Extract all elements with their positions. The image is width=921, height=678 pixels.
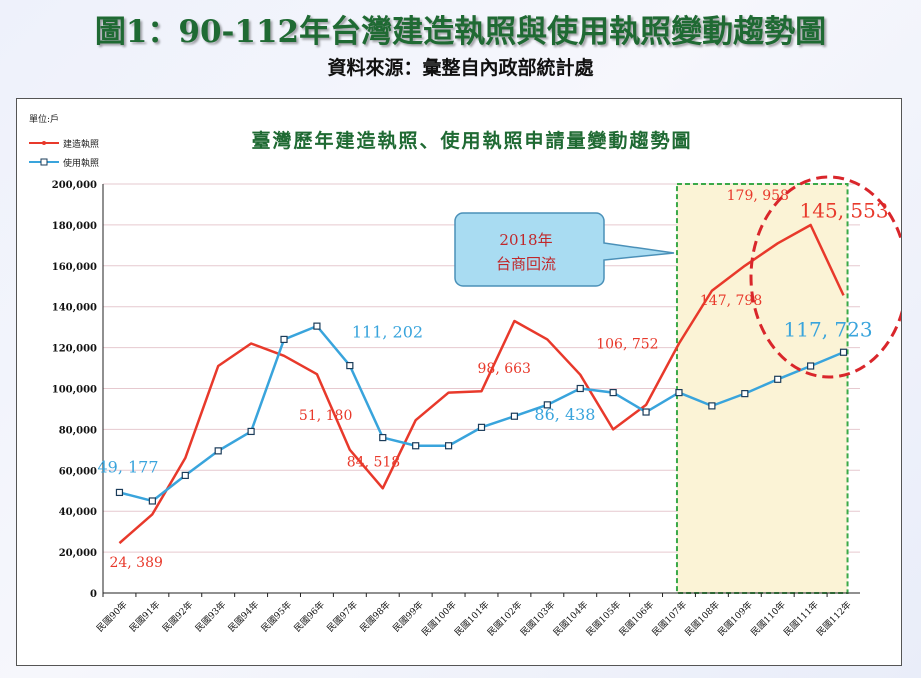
data-label: 106, 752: [596, 337, 658, 353]
x-tick-label: 民國93年: [193, 599, 229, 635]
callout-line2: 台商回流: [496, 255, 556, 273]
usage-data-point: [576, 384, 584, 393]
usage-data-point: [609, 388, 617, 397]
x-tick-label: 民國99年: [390, 599, 426, 635]
x-tick-label: 民國98年: [357, 599, 393, 635]
data-label: 49, 177: [97, 457, 158, 476]
x-tick-label: 民國108年: [682, 599, 722, 639]
y-tick-label: 80,000: [59, 425, 97, 436]
x-tick-label: 民國95年: [258, 599, 294, 635]
y-tick-label: 180,000: [52, 221, 97, 232]
y-tick-label: 100,000: [52, 385, 97, 396]
usage-data-point: [444, 442, 453, 450]
y-tick-label: 60,000: [59, 466, 97, 477]
data-label: 84, 518: [347, 454, 400, 470]
x-tick-label: 民國111年: [781, 599, 821, 639]
y-tick-label: 0: [90, 589, 97, 600]
legend-label-usage: 使用執照: [63, 157, 99, 169]
data-label: 98, 663: [478, 361, 531, 377]
usage-data-point: [181, 471, 189, 480]
callout-bubble: 2018年 台商回流: [454, 212, 675, 287]
x-tick-label: 民國103年: [518, 599, 558, 639]
y-tick-label: 200,000: [52, 180, 97, 191]
data-label: 147, 798: [700, 293, 762, 309]
usage-data-point: [510, 412, 519, 420]
usage-data-point: [741, 390, 749, 398]
trend-chart: 0 20,000 40,000 60,000 80,000 100,000 120,000 1…: [29, 113, 909, 639]
callout-line1: 2018年: [499, 231, 552, 249]
x-tick-label: 民國94年: [226, 599, 262, 635]
y-tick-label: 140,000: [52, 303, 97, 314]
data-label: 117, 723: [784, 317, 873, 341]
chart-frame: 0 20,000 40,000 60,000 80,000 100,000 120,000 1…: [16, 98, 909, 666]
data-label: 145, 553: [800, 198, 889, 222]
x-tick-label: 民國109年: [715, 599, 755, 639]
usage-data-point: [708, 402, 716, 410]
highlight-layer: [675, 183, 849, 594]
x-tick-label: 民國105年: [584, 599, 624, 639]
usage-data-point: [675, 388, 683, 397]
legend-marker-usage: [40, 158, 48, 166]
usage-data-point: [412, 442, 420, 450]
x-tick-label: 民國110年: [748, 599, 788, 639]
x-tick-label: 民國100年: [419, 599, 459, 639]
unit-label: 單位:戶: [29, 113, 59, 125]
data-label: 111, 202: [352, 323, 423, 342]
x-tick-label: 民國101年: [452, 599, 492, 639]
label-layer: 49, 177 24, 389 51, 180 111, 202 84, 518 98, …: [97, 188, 888, 571]
x-tick-label: 民國92年: [160, 599, 196, 635]
x-tick-label: 民國102年: [485, 599, 525, 639]
data-label: 24, 389: [109, 555, 162, 571]
y-tick-label: 40,000: [59, 507, 97, 518]
usage-data-point: [807, 362, 815, 370]
usage-data-point: [346, 361, 354, 370]
usage-data-point: [148, 497, 156, 505]
series-layer: [115, 223, 848, 545]
chart-title: 臺灣歷年建造執照、使用執照申請量變動趨勢圖: [251, 129, 692, 152]
x-tick-label: 民國107年: [649, 599, 689, 639]
page-title: 圖1：90-112年台灣建造執照與使用執照變動趨勢圖: [94, 14, 827, 50]
usage-data-point: [280, 335, 288, 344]
x-tick-label: 民國96年: [291, 599, 327, 635]
x-tick-label: 民國97年: [324, 599, 360, 635]
x-tick-label: 民國90年: [94, 599, 130, 635]
source-note: 資料來源：彙整自內政部統計處: [327, 57, 594, 79]
usage-data-point: [839, 348, 848, 356]
usage-data-point: [115, 488, 124, 497]
usage-data-point: [642, 408, 650, 416]
legend: 建造執照 使用執照: [29, 138, 99, 169]
usage-data-point: [313, 322, 321, 330]
usage-data-point: [543, 401, 551, 409]
x-tick-label: 民國106年: [616, 599, 656, 639]
highlight-band: [675, 183, 849, 594]
data-label: 179, 958: [727, 188, 789, 204]
y-tick-label: 120,000: [52, 344, 97, 355]
x-tick-label: 民國112年: [814, 599, 854, 639]
usage-data-point: [379, 433, 387, 442]
y-tick-label: 160,000: [52, 262, 97, 273]
construction-series-line: [118, 223, 845, 545]
x-tick-label: 民國91年: [127, 599, 163, 635]
legend-label-construction: 建造執照: [63, 138, 99, 150]
usage-data-point: [214, 447, 222, 455]
usage-data-point: [477, 423, 486, 431]
usage-data-point: [247, 427, 255, 436]
usage-data-point: [774, 375, 782, 383]
y-tick-label: 20,000: [59, 548, 97, 559]
legend-marker-construction: [42, 141, 46, 145]
data-label: 86, 438: [534, 405, 595, 424]
callout-shape: [454, 212, 675, 287]
x-tick-label: 民國104年: [551, 599, 591, 639]
data-label: 51, 180: [299, 408, 352, 424]
